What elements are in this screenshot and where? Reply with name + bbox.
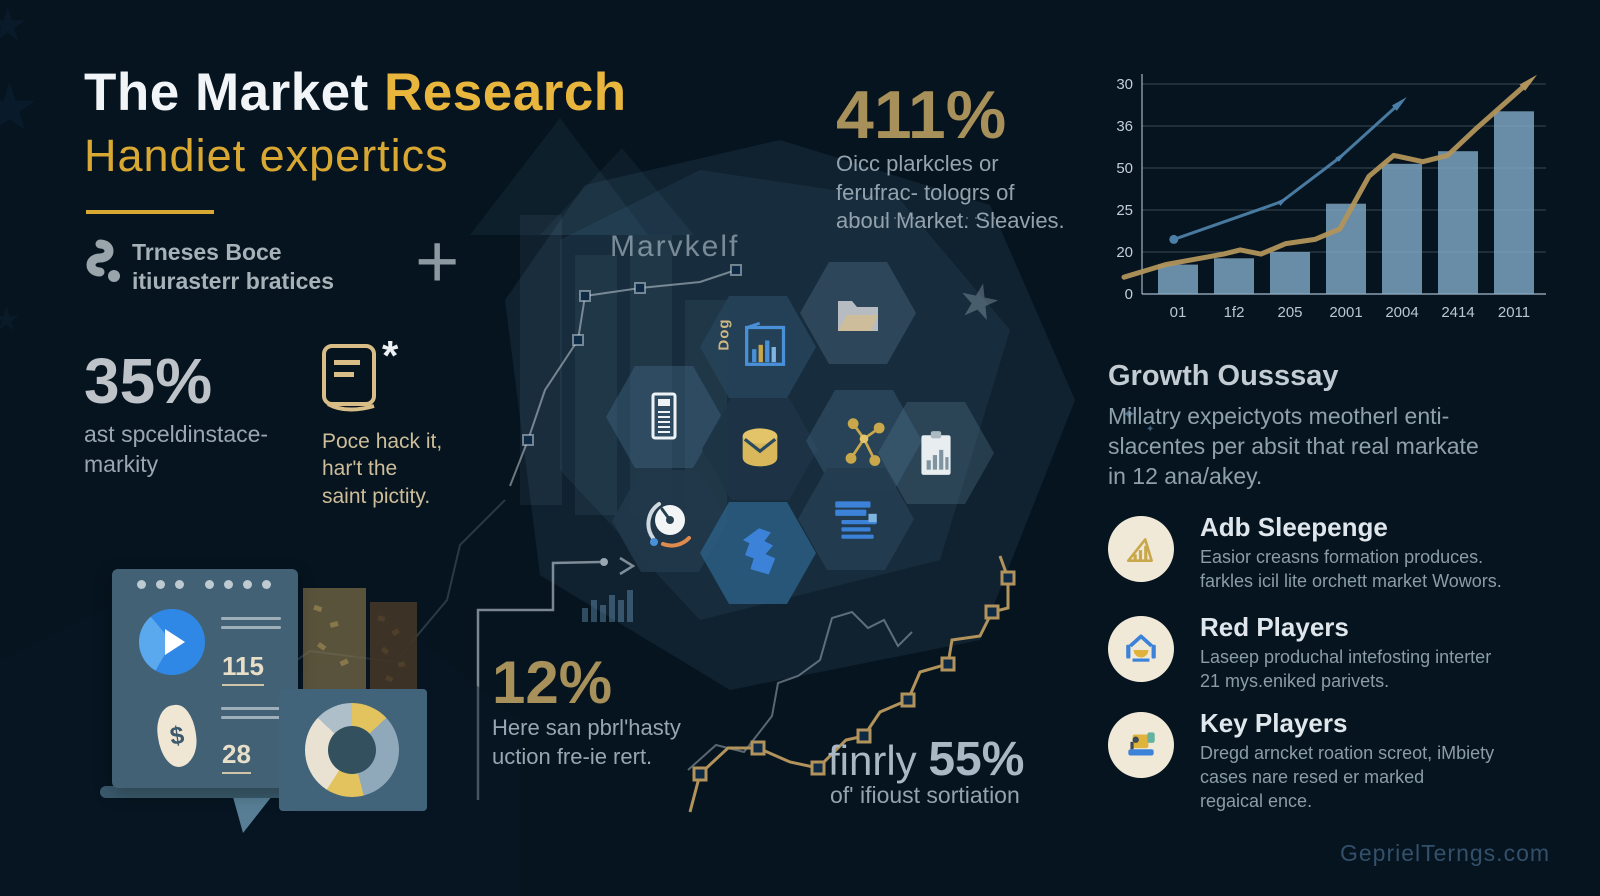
growth-bars-icon	[1126, 538, 1153, 562]
hex-bar-chart: Dog	[700, 296, 816, 398]
window-dot	[175, 580, 184, 589]
hex-chart-text: Dog	[715, 318, 733, 351]
title-part-gold: Research	[384, 63, 627, 122]
doc-lines-icon	[835, 501, 877, 539]
svg-text:0: 0	[1125, 286, 1133, 303]
play-icon	[165, 629, 185, 655]
window-dot	[224, 580, 233, 589]
bar-chart-doc-icon	[745, 321, 786, 366]
player-title: Red Players	[1200, 612, 1349, 642]
stat-55-value: 55%	[928, 733, 1025, 786]
projector-machine-icon	[1128, 732, 1155, 756]
player-desc: Dregd arncket roation screot, iMbiety ca…	[1200, 743, 1495, 811]
window-dot	[262, 580, 271, 589]
window-dot	[205, 580, 214, 589]
svg-text:1f2: 1f2	[1224, 304, 1245, 321]
database-envelope-icon	[742, 428, 778, 467]
list-item-red-players: Red Players Laseep produchal intefosting…	[1108, 612, 1548, 704]
network-icon	[845, 418, 885, 466]
clipboard-chart-icon	[921, 431, 951, 475]
svg-text:50: 50	[1116, 160, 1133, 177]
donut-chart	[305, 703, 399, 797]
title-underline	[86, 210, 214, 214]
cluster-label: Marvkelf	[610, 230, 740, 263]
asterisk: *	[382, 332, 399, 379]
star-icon: ★	[952, 272, 1005, 333]
metric-115: 115	[222, 651, 264, 686]
svg-text:01: 01	[1170, 304, 1187, 321]
player-icon-circle	[1108, 516, 1174, 582]
dollar-sign: $	[168, 720, 186, 751]
folder-icon	[838, 301, 878, 331]
donut-panel	[279, 689, 427, 811]
stat-12-label: Here san pbrl'hasty uction fre-ie rert.	[492, 715, 681, 769]
player-desc: Easior creasns formation produces. farkl…	[1200, 547, 1502, 591]
stat-55: finrly 55%	[828, 732, 1024, 787]
text-line	[221, 617, 281, 620]
gauge-icon	[646, 502, 691, 548]
dollar-blob: $	[153, 702, 201, 770]
growth-chart-svg: 30 36 50 25 20 0 01 1f2 205 2001 2004 2414 2011	[1116, 74, 1546, 321]
window-dot	[243, 580, 252, 589]
book-note: Poce hack it, har't the saint pictity.	[322, 430, 443, 508]
player-desc: Laseep produchal intefosting interter 21…	[1200, 647, 1492, 691]
play-button	[139, 609, 205, 675]
player-title: Key Players	[1200, 708, 1348, 738]
hand-icon	[742, 528, 776, 575]
window-dot	[156, 580, 165, 589]
page-title: The Market Research	[84, 62, 627, 123]
svg-text:25: 25	[1116, 202, 1133, 219]
watermark: GeprielTerngs.com	[1340, 840, 1551, 866]
page-subtitle: Handiet expertics	[84, 130, 449, 181]
intro-line2: itiurasterr bratices	[132, 267, 334, 294]
growth-heading: Growth Ousssay	[1108, 360, 1339, 392]
window-dot	[137, 580, 146, 589]
list-item-adb-sleepenge: Adb Sleepenge Easior creasns formation p…	[1108, 512, 1548, 604]
star-icon: ★	[0, 70, 39, 144]
svg-text:30: 30	[1116, 76, 1133, 93]
decor-triangle	[470, 118, 648, 235]
svg-text:2011: 2011	[1498, 304, 1530, 321]
stat-55-label: of' ifioust sortiation	[830, 782, 1020, 808]
text-line	[221, 626, 281, 629]
server-icon	[651, 392, 677, 440]
svg-text:2001: 2001	[1329, 304, 1362, 321]
list-item-key-players: Key Players Dregd arncket roation screot…	[1108, 708, 1548, 811]
stat-411-value: 411%	[836, 77, 1007, 153]
book-icon	[322, 344, 376, 412]
stat-12-value: 12%	[492, 649, 613, 716]
intro-text: Trneses Boce itiurasterr bratices	[132, 238, 334, 296]
squiggle-icon	[86, 239, 120, 282]
svg-text:205: 205	[1277, 304, 1302, 321]
svg-text:36: 36	[1116, 118, 1133, 135]
growth-body: Millatry expeictyots meotherl enti- slac…	[1108, 403, 1479, 489]
browser-card: 115 28 $	[112, 569, 298, 788]
svg-text:20: 20	[1116, 244, 1133, 261]
growth-chart: 30 36 50 25 20 0 01 1f2 205 2001 2004 2414 2011	[1102, 66, 1562, 324]
stat-411-label: Oicc plarkcles or ferufrac- tologrs of a…	[836, 151, 1065, 234]
player-icon-circle	[1108, 616, 1174, 682]
stat-35-value: 35%	[84, 345, 213, 417]
player-title: Adb Sleepenge	[1200, 512, 1388, 542]
star-icon: ★	[0, 301, 21, 337]
player-icon-circle	[1108, 712, 1174, 778]
mini-bars	[582, 590, 633, 622]
text-line	[221, 707, 281, 710]
stat-55-prefix: finrly	[828, 737, 929, 784]
star-icon: ★	[0, 1, 27, 50]
svg-text:2414: 2414	[1441, 304, 1474, 321]
brown-panel	[370, 602, 417, 691]
hex-folder	[800, 262, 916, 364]
decor-triangle	[540, 148, 694, 235]
svg-text:2004: 2004	[1385, 304, 1418, 321]
award-house-icon	[1126, 634, 1156, 662]
title-part-white: The Market	[84, 63, 385, 122]
text-line	[221, 716, 281, 719]
intro-line1: Trneses Boce	[132, 239, 282, 265]
tan-panel	[303, 588, 366, 691]
stat-35-label: ast spceldinstace- markity	[84, 421, 269, 477]
metric-28: 28	[222, 739, 251, 774]
plus-icon: +	[415, 219, 460, 304]
